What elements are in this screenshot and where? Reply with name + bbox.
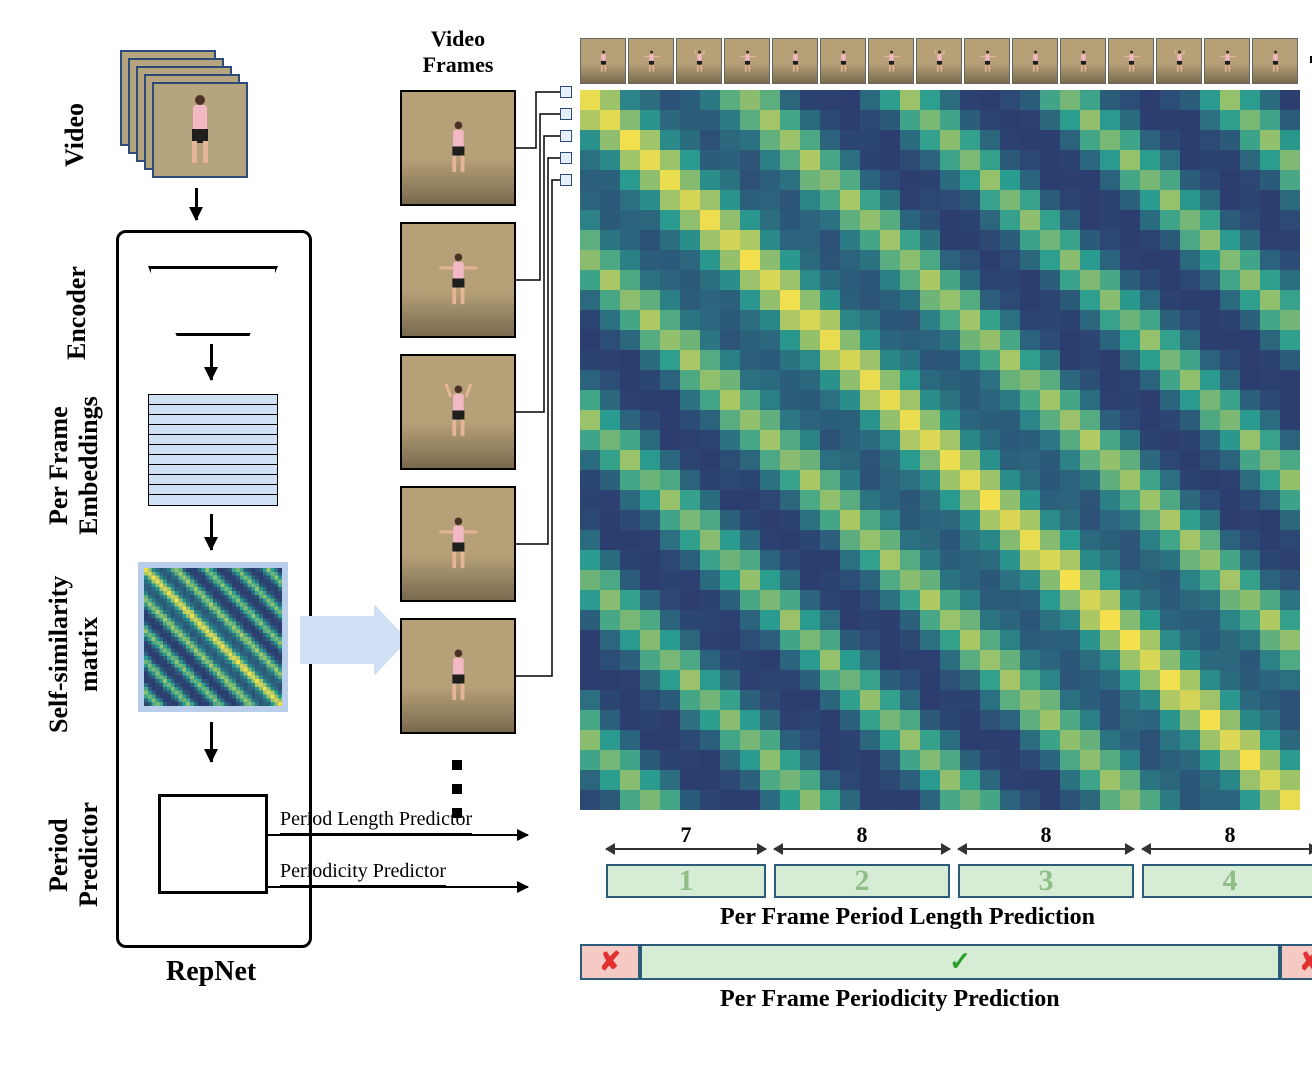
periodicity-fail: ✘ xyxy=(1280,944,1312,980)
frame-thumb-small xyxy=(1252,38,1298,84)
label-video: Video xyxy=(60,100,90,170)
label-ssm: Self-similarity matrix xyxy=(44,564,104,744)
frame-thumb xyxy=(400,222,516,338)
connector-node xyxy=(560,152,572,164)
label-embeddings: Per Frame Embeddings xyxy=(44,396,104,536)
frame-connectors xyxy=(516,90,566,390)
frame-thumb-small xyxy=(724,38,770,84)
frame-thumb-small xyxy=(1012,38,1058,84)
ssm-thumbnail xyxy=(138,562,288,712)
label-period-length-out: Period Length Predictor xyxy=(280,808,472,835)
periodicity-fail: ✘ xyxy=(580,944,640,980)
label-video-frames: Video Frames xyxy=(398,26,518,78)
frame-thumb-small xyxy=(628,38,674,84)
period-width-arrow: 8 xyxy=(774,848,950,850)
period-width-arrow: 8 xyxy=(958,848,1134,850)
embeddings-block xyxy=(148,394,278,504)
periodicity-pass: ✓ xyxy=(640,944,1280,980)
arrow-ssm-to-pred xyxy=(210,722,213,762)
caption-period-length: Per Frame Period Length Prediction xyxy=(720,904,1095,931)
repnet-name: RepNet xyxy=(166,956,256,988)
frame-thumb-small xyxy=(580,38,626,84)
person-icon xyxy=(183,95,217,165)
period-seg: 3 xyxy=(958,864,1134,898)
video-stack xyxy=(120,50,250,180)
label-encoder: Encoder xyxy=(62,258,92,368)
label-periodicity-out: Periodicity Predictor xyxy=(280,860,446,887)
arrow-video-to-repnet xyxy=(195,188,198,220)
frame-thumb xyxy=(400,618,516,734)
arrow-periodicity xyxy=(268,886,528,888)
ellipsis-vertical xyxy=(452,760,462,818)
frames-row xyxy=(580,38,1298,84)
figure-canvas: Video RepNet Encoder Per Frame Embedding… xyxy=(20,20,1292,1050)
frame-thumb-small xyxy=(772,38,818,84)
connector-node xyxy=(560,86,572,98)
frame-thumb-small xyxy=(1156,38,1202,84)
period-seg: 1 xyxy=(606,864,766,898)
frame-thumb xyxy=(400,354,516,470)
frame-thumb-small xyxy=(820,38,866,84)
arrow-period-length xyxy=(268,834,528,836)
arrow-emb-to-ssm xyxy=(210,514,213,550)
period-width-arrow: 8 xyxy=(1142,848,1312,850)
predictor-block xyxy=(158,794,268,894)
label-period-predictor: Period Predictor xyxy=(44,780,104,930)
frame-thumb xyxy=(400,486,516,602)
period-length-bar: 1234 xyxy=(606,864,1312,898)
ssm-large xyxy=(580,90,1300,810)
period-seg: 4 xyxy=(1142,864,1312,898)
periodicity-bar: ✘✓✘ xyxy=(580,944,1312,980)
arrow-enc-to-emb xyxy=(210,344,213,380)
connector-node xyxy=(560,130,572,142)
frame-thumb-small xyxy=(676,38,722,84)
connector-node xyxy=(560,174,572,186)
period-seg: 2 xyxy=(774,864,950,898)
frame-thumb-small xyxy=(964,38,1010,84)
frame-thumb-small xyxy=(916,38,962,84)
frame-thumb xyxy=(400,90,516,206)
caption-periodicity: Per Frame Periodicity Prediction xyxy=(720,986,1060,1013)
frame-thumb-small xyxy=(1060,38,1106,84)
zoom-arrow xyxy=(300,616,378,664)
period-width-arrow: 7 xyxy=(606,848,766,850)
frame-thumb-small xyxy=(1108,38,1154,84)
connector-node xyxy=(560,108,572,120)
frames-column xyxy=(400,90,516,750)
frame-thumb-small xyxy=(868,38,914,84)
frame-thumb-small xyxy=(1204,38,1250,84)
